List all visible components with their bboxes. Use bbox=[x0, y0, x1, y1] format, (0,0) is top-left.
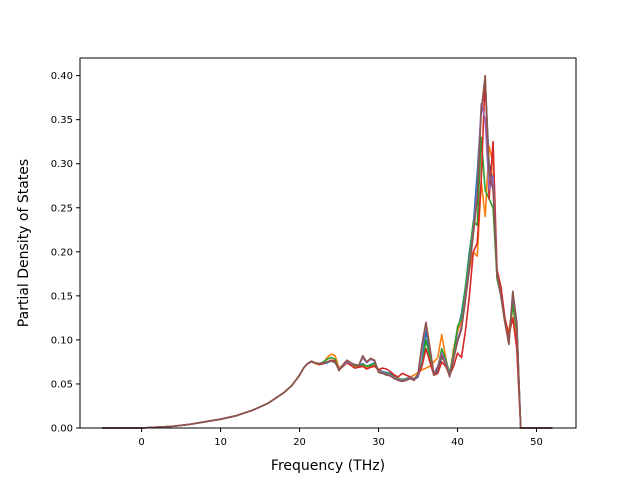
series-line-3 bbox=[102, 136, 553, 429]
y-tick-label: 0.30 bbox=[51, 159, 73, 170]
y-tick-label: 0.00 bbox=[51, 424, 73, 435]
y-axis-ticks: 0.00 0.05 0.10 0.15 0.20 0.25 0.30 0.35 0.40 bbox=[51, 71, 80, 435]
x-tick-label: 10 bbox=[214, 437, 227, 448]
x-tick-label: 50 bbox=[530, 437, 543, 448]
y-tick-label: 0.05 bbox=[51, 379, 73, 390]
x-axis-ticks: 0 10 20 30 40 50 bbox=[138, 428, 543, 448]
series-line-1 bbox=[102, 79, 553, 429]
series-layer bbox=[102, 74, 553, 429]
plot-frame bbox=[79, 57, 577, 429]
x-tick-label: 20 bbox=[293, 437, 306, 448]
series-line-6 bbox=[102, 74, 553, 429]
y-tick-label: 0.10 bbox=[51, 335, 73, 346]
x-tick-label: 40 bbox=[451, 437, 464, 448]
y-tick-label: 0.35 bbox=[51, 115, 73, 126]
y-tick-label: 0.40 bbox=[51, 71, 73, 82]
y-tick-label: 0.20 bbox=[51, 247, 73, 258]
x-axis-label: Frequency (THz) bbox=[271, 458, 385, 474]
series-line-4 bbox=[102, 74, 553, 429]
y-tick-label: 0.15 bbox=[51, 291, 73, 302]
x-tick-label: 0 bbox=[138, 437, 144, 448]
y-tick-label: 0.25 bbox=[51, 203, 73, 214]
y-axis-label: Partial Density of States bbox=[16, 159, 32, 327]
series-line-5 bbox=[102, 103, 553, 429]
x-tick-label: 30 bbox=[372, 437, 385, 448]
